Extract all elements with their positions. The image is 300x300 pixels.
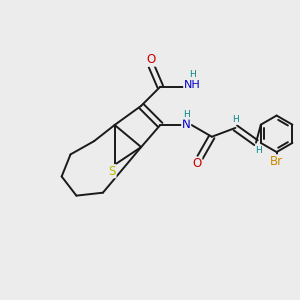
Text: N: N (182, 118, 190, 131)
Text: S: S (109, 165, 116, 178)
Text: Br: Br (270, 155, 283, 168)
Text: O: O (193, 157, 202, 170)
Text: H: H (189, 70, 196, 79)
Text: H: H (232, 115, 239, 124)
Text: O: O (147, 53, 156, 66)
Text: NH: NH (184, 80, 200, 90)
Text: H: H (256, 146, 262, 155)
Text: H: H (183, 110, 190, 119)
